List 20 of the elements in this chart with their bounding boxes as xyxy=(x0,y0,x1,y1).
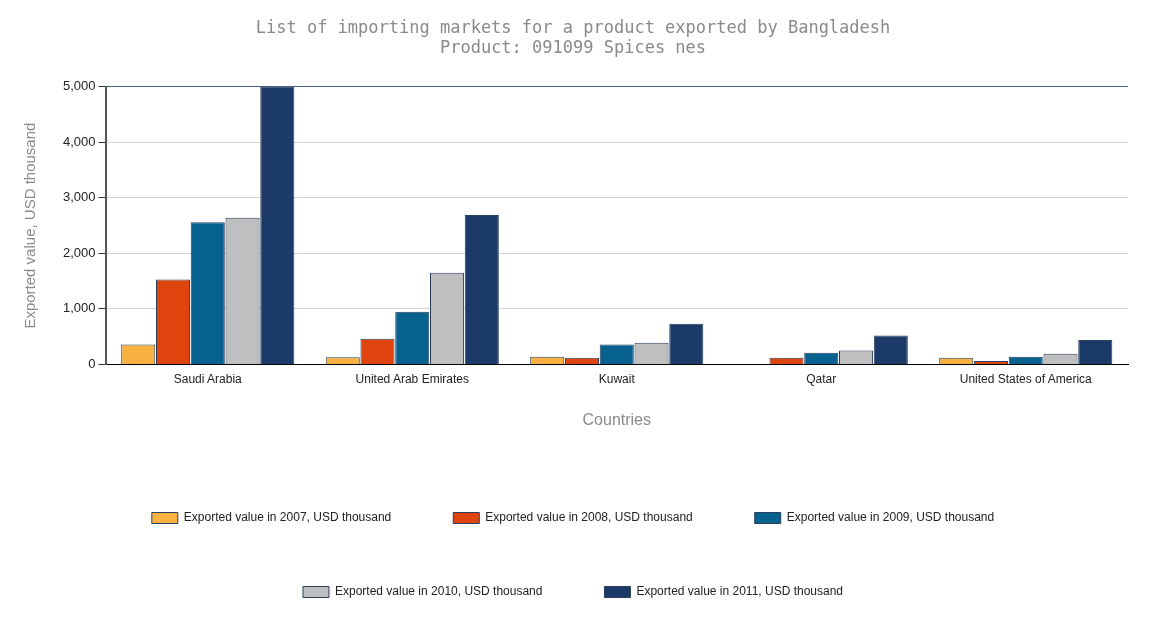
x-tick-label: Kuwait xyxy=(598,371,636,386)
y-tick-label: 2,000 xyxy=(62,244,96,260)
chart-subtitle: Product: 091099 Spices nes xyxy=(439,37,707,58)
chart-title: List of importing markets for a product exported by Bangladesh xyxy=(255,16,891,37)
x-tick-label: United States of America xyxy=(959,371,1093,386)
y-axis-title: Exported value, USD thousand xyxy=(21,122,39,329)
legend-label: Exported value in 2007, USD thousand xyxy=(183,510,392,525)
y-tick-label: 1,000 xyxy=(62,300,96,316)
x-tick-label: Saudi Arabia xyxy=(173,371,243,386)
legend-label: Exported value in 2011, USD thousand xyxy=(636,584,844,599)
y-tick-label: 5,000 xyxy=(62,78,96,94)
y-tick-label: 0 xyxy=(88,355,96,371)
y-tick-label: 4,000 xyxy=(62,133,96,149)
x-tick-label: Qatar xyxy=(806,371,837,386)
legend-label: Exported value in 2010, USD thousand xyxy=(334,584,543,599)
x-axis-title: Countries xyxy=(582,410,652,428)
y-tick-label: 3,000 xyxy=(62,189,96,205)
x-tick-label: United Arab Emirates xyxy=(355,371,469,386)
legend-label: Exported value in 2008, USD thousand xyxy=(485,510,693,525)
legend-label: Exported value in 2009, USD thousand xyxy=(786,510,995,525)
